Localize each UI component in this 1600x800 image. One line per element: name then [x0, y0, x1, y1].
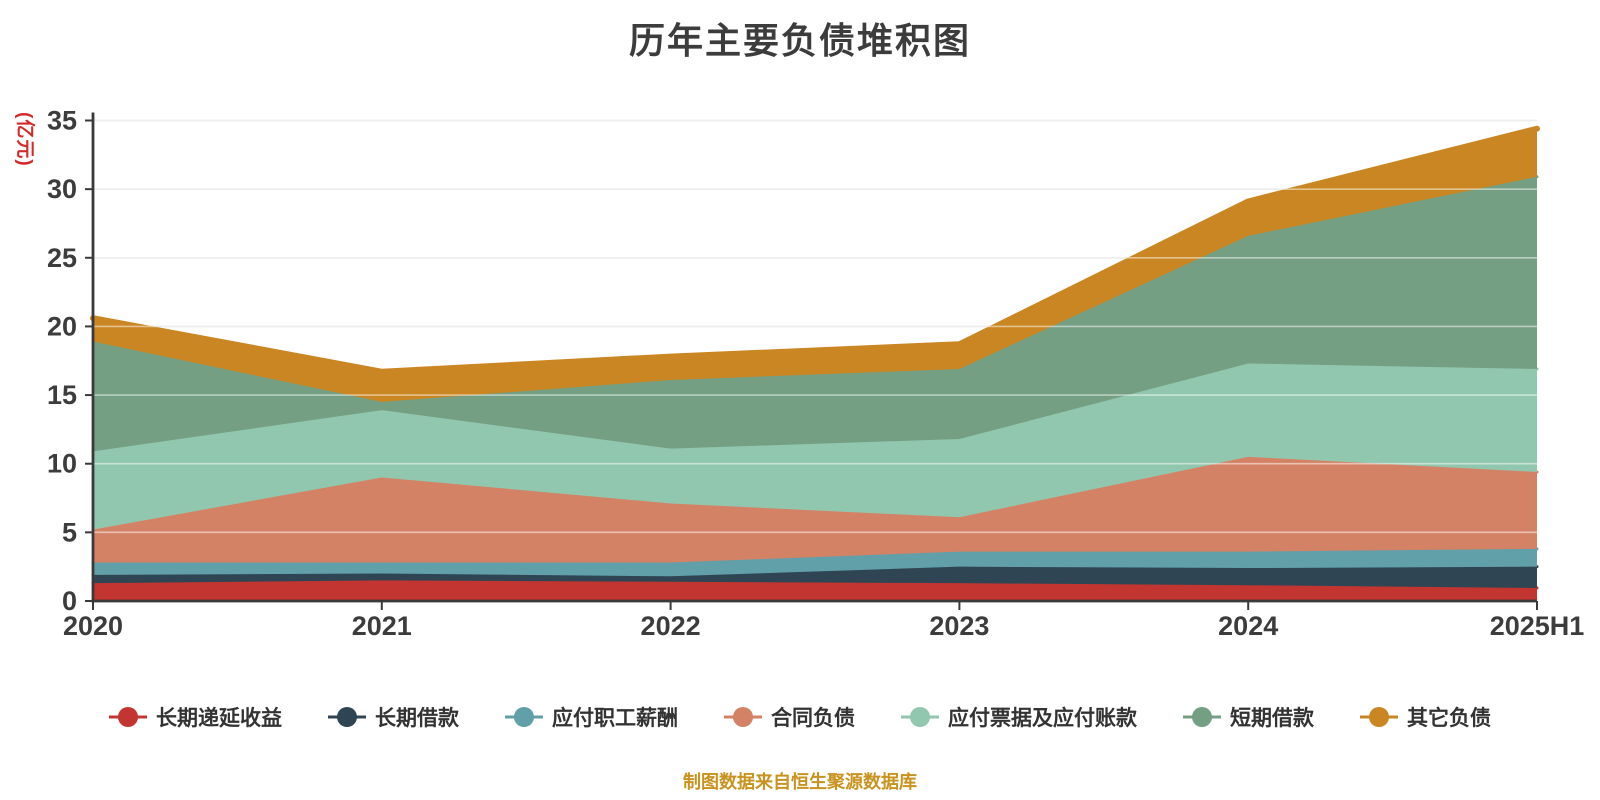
line-circle-icon: [901, 707, 939, 727]
legend-item-短期借款[interactable]: 短期借款: [1183, 702, 1314, 732]
footer-note: 制图数据来自恒生聚源数据库: [683, 772, 917, 792]
y-tick-label: 10: [47, 449, 77, 479]
legend-item-长期递延收益[interactable]: 长期递延收益: [109, 702, 282, 732]
x-tick-label: 2021: [352, 611, 412, 641]
y-tick-label: 5: [62, 517, 77, 547]
line-circle-icon: [328, 707, 366, 727]
y-tick-label: 35: [47, 106, 77, 136]
area-应付职工薪酬: [93, 548, 1537, 577]
y-axis-unit-label: (亿元): [14, 112, 35, 167]
area-长期借款: [93, 566, 1537, 588]
x-tick-label: 2025H1: [1490, 611, 1585, 641]
line-circle-icon: [724, 707, 762, 727]
line-circle-icon: [505, 707, 543, 727]
legend-label: 短期借款: [1230, 707, 1314, 730]
y-tick-label: 0: [62, 586, 77, 616]
legend-label: 应付票据及应付账款: [948, 707, 1137, 730]
legend-label: 合同负债: [771, 707, 855, 730]
y-tick-label: 30: [47, 174, 77, 204]
legend-item-应付职工薪酬[interactable]: 应付职工薪酬: [505, 702, 678, 732]
line-circle-icon: [1360, 707, 1398, 727]
area-应付票据及应付账款: [93, 363, 1537, 530]
legend-item-合同负债[interactable]: 合同负债: [724, 702, 855, 732]
line-circle-icon: [109, 707, 147, 727]
legend-item-长期借款[interactable]: 长期借款: [328, 702, 459, 732]
legend-label: 长期递延收益: [156, 707, 282, 730]
legend-label: 长期借款: [375, 707, 459, 730]
line-circle-icon: [1183, 707, 1221, 727]
x-tick-label: 2024: [1218, 611, 1278, 641]
legend-item-其它负债[interactable]: 其它负债: [1360, 702, 1491, 732]
legend-item-应付票据及应付账款[interactable]: 应付票据及应付账款: [901, 702, 1137, 732]
x-tick-label: 2022: [641, 611, 701, 641]
x-tick-label: 2023: [929, 611, 989, 641]
chart-title: 历年主要负债堆积图: [628, 20, 971, 61]
area-短期借款: [93, 176, 1537, 452]
legend-label: 应付职工薪酬: [552, 707, 678, 730]
y-tick-label: 20: [47, 311, 77, 341]
area-合同负债: [93, 456, 1537, 563]
y-tick-label: 25: [47, 243, 77, 273]
legend: 长期递延收益 长期借款 应付职工薪酬 合同负债 应付票据及应付账款 短期借款 其它负债: [0, 702, 1600, 732]
y-tick-label: 15: [47, 380, 77, 410]
x-tick-label: 2020: [63, 611, 123, 641]
legend-label: 其它负债: [1407, 707, 1491, 730]
